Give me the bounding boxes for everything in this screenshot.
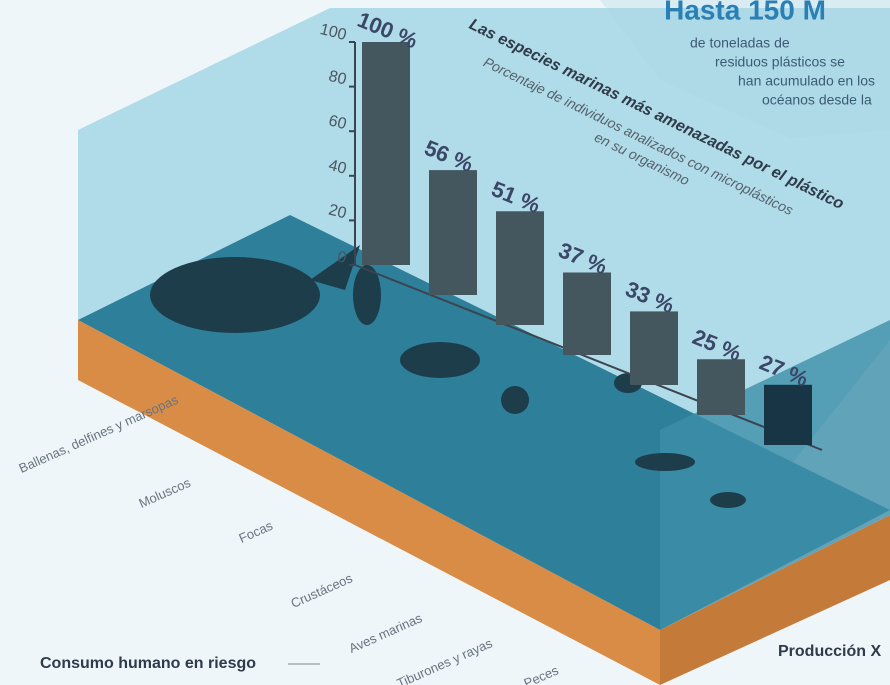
squid: [353, 265, 381, 325]
bar: [563, 272, 611, 355]
water-side: [660, 320, 890, 630]
header-line: residuos plásticos se: [715, 54, 845, 70]
shark: [635, 453, 695, 471]
bar: [764, 384, 812, 445]
fish: [710, 492, 746, 508]
seal: [400, 342, 480, 378]
whale-tail: [310, 245, 360, 290]
bar: [362, 42, 410, 265]
header-line: de toneladas de: [690, 35, 790, 51]
whale: [150, 257, 320, 333]
bar: [697, 359, 745, 415]
footer-note: Consumo humano en riesgo: [40, 655, 256, 672]
header-title: Hasta 150 M: [664, 0, 826, 25]
bar: [429, 170, 477, 295]
bar: [630, 311, 678, 385]
header-line: han acumulado en los: [738, 73, 875, 89]
bar: [496, 211, 544, 325]
y-tick-label: 100: [318, 21, 348, 44]
y-tick-label: 20: [327, 202, 348, 223]
y-tick-label: 0: [335, 248, 348, 267]
ground-front: [78, 320, 660, 685]
x-axis: [354, 264, 823, 451]
ground-side: [660, 515, 890, 685]
y-tick-label: 80: [327, 68, 348, 89]
crab: [501, 386, 529, 414]
y-tick-label: 60: [327, 112, 348, 133]
header-line: océanos desde la: [762, 92, 872, 108]
footer-label: Producción X: [778, 643, 881, 660]
y-tick-label: 40: [327, 157, 348, 178]
